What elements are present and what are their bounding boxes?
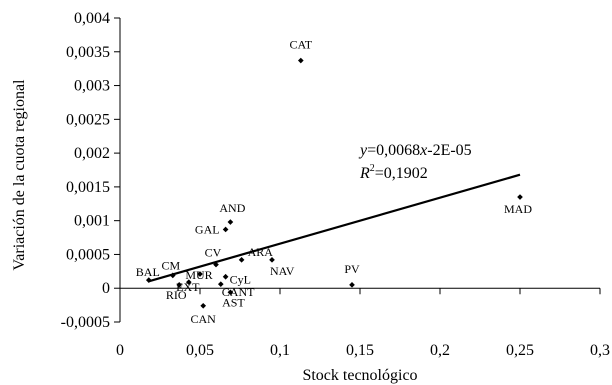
y-tick-label: 0,002: [74, 145, 110, 162]
y-ticks: -0,0005 0 0,0005 0,001 0,0015 0,002 0,0025 0,00…: [61, 10, 120, 331]
data-point: [517, 194, 523, 200]
point-label: CyL: [230, 273, 251, 287]
data-point: [297, 57, 304, 64]
y-tick-label: 0,0015: [66, 179, 110, 196]
point-label: MAD: [504, 202, 532, 216]
x-tick-label: 0,1: [270, 342, 290, 359]
x-ticks: 0 0,05 0,1 0,15 0,2 0,25 0,3: [116, 288, 610, 359]
data-point: [227, 219, 234, 225]
point-label: CAN: [191, 312, 217, 326]
point-label: MUR: [185, 268, 212, 282]
eq-x: x: [419, 142, 427, 159]
data-point: [222, 226, 229, 233]
data-point: [185, 279, 192, 285]
point-label: CV: [205, 246, 222, 260]
trendline: [148, 173, 521, 283]
data-point: [349, 282, 355, 288]
data-point: [213, 261, 219, 268]
point-label: GAL: [195, 222, 220, 236]
data-point: [169, 272, 176, 279]
data-point: [217, 281, 224, 287]
y-tick-label: 0,001: [74, 213, 110, 230]
point-label: CAT: [289, 38, 312, 52]
data-point: [269, 257, 275, 263]
r-value: =0,1902: [375, 165, 428, 182]
y-tick-label: -0,0005: [61, 314, 110, 331]
r-sup: 2: [370, 163, 375, 174]
data-point: [227, 289, 234, 296]
y-tick-label: 0,0005: [66, 246, 110, 263]
data-point: [238, 257, 245, 263]
r-squared: R2=0,1902: [359, 163, 428, 182]
y-tick-label: 0: [102, 280, 110, 297]
point-label: AND: [219, 201, 245, 215]
y-tick-label: 0,0025: [66, 111, 110, 128]
point-label: CANT: [222, 285, 255, 299]
eq-y: y: [358, 142, 368, 159]
point-label: EXT: [176, 280, 200, 294]
data-point: [200, 302, 207, 309]
y-axis-title: Variación de la cuota regional: [11, 79, 28, 271]
y-tick-label: 0,004: [74, 10, 110, 27]
r-letter: R: [359, 165, 370, 182]
point-label: CM: [161, 258, 180, 272]
x-tick-label: 0,25: [506, 342, 534, 359]
eq-intercept: -2E-05: [427, 142, 471, 159]
data-point: [145, 277, 152, 283]
eq-slope: =0,0068: [367, 142, 420, 159]
point-label: RIO: [166, 288, 187, 302]
x-axis-title: Stock tecnológico: [302, 367, 417, 384]
point-label: ARA: [248, 245, 274, 259]
point-label: PV: [344, 262, 360, 276]
point-label: NAV: [270, 264, 295, 278]
x-tick-label: 0: [116, 342, 124, 359]
x-tick-label: 0,05: [186, 342, 214, 359]
y-tick-label: 0,0035: [66, 44, 110, 61]
data-point: [197, 271, 203, 277]
data-point: [176, 282, 183, 288]
point-label: BAL: [136, 265, 160, 279]
data-point: [222, 273, 229, 280]
trend-equation: y=0,0068x-2E-05: [358, 142, 472, 159]
x-tick-label: 0,3: [590, 342, 610, 359]
point-label: AST: [222, 295, 245, 309]
x-tick-label: 0,15: [346, 342, 374, 359]
x-tick-label: 0,2: [430, 342, 450, 359]
y-tick-label: 0,003: [74, 78, 110, 95]
